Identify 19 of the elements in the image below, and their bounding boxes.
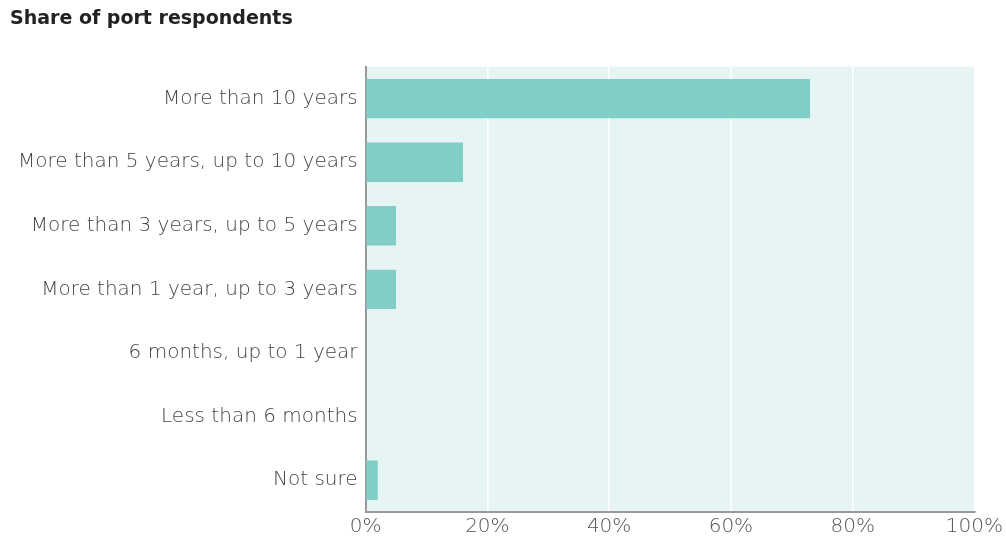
y-tick-label: More than 5 years, up to 10 years (18, 148, 358, 173)
bar (366, 142, 463, 182)
y-tick-label: More than 1 year, up to 3 years (41, 275, 358, 300)
x-tick-label: 100% (945, 513, 1003, 538)
x-tick-label: 0% (349, 513, 382, 538)
bar (366, 206, 397, 246)
y-tick-label: More than 10 years (163, 84, 358, 109)
x-tick-label: 40% (586, 513, 632, 538)
x-tick-label: 80% (830, 513, 875, 538)
y-tick-label: Less than 6 months (161, 402, 358, 427)
bar (366, 269, 397, 310)
x-tick-label: 60% (708, 513, 754, 538)
y-tick-label: 6 months, up to 1 year (128, 339, 359, 364)
y-tick-label: Not sure (273, 466, 358, 491)
y-tick-label: More than 3 years, up to 5 years (30, 212, 358, 236)
bar (366, 460, 378, 500)
text: Share of port respondents (10, 6, 293, 29)
bar (366, 78, 811, 119)
x-tick-label: 20% (465, 513, 510, 538)
